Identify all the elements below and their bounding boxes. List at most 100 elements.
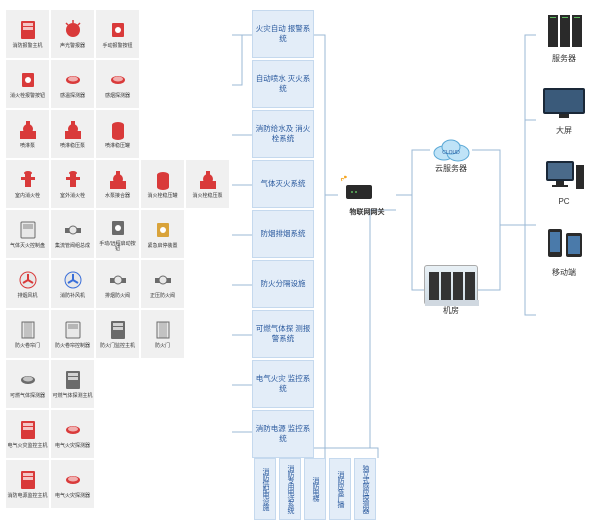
- device-icon: [153, 218, 173, 242]
- server-room: 机房: [424, 265, 478, 316]
- device-icon: [63, 218, 83, 242]
- device-label: 消火栓稳压罐: [147, 194, 177, 200]
- device-cell: 手动报警按钮: [96, 10, 139, 58]
- device-icon: [63, 168, 83, 192]
- device-icon: [63, 18, 83, 42]
- device-cell: 喷淋泵: [6, 110, 49, 158]
- device-label: 可燃气体探测器: [10, 394, 45, 400]
- device-cell: 水泵接合器: [96, 160, 139, 208]
- device-label: 集流管阀组总成: [55, 244, 90, 250]
- device-cell: 集流管阀组总成: [51, 210, 94, 258]
- device-icon: [18, 18, 38, 42]
- client-screen: 大屏: [536, 84, 592, 136]
- gateway-label: 物联网网关: [338, 207, 396, 217]
- device-label: 防火卷帘控制器: [55, 344, 90, 350]
- client-server: 服务器: [536, 12, 592, 64]
- device-icon: [153, 318, 173, 342]
- device-icon: [63, 468, 83, 492]
- device-label: 防火卷帘门: [15, 344, 40, 350]
- device-cell: 紧急启停装置: [141, 210, 184, 258]
- device-cell: 防火卷帘门: [6, 310, 49, 358]
- device-label: 消防报警主机: [12, 44, 42, 50]
- device-cell: 手动/远程启动按钮: [96, 210, 139, 258]
- device-cell: 电气火灾探测器: [51, 460, 94, 508]
- iot-gateway: 物联网网关: [338, 175, 396, 217]
- device-label: 水泵接合器: [105, 194, 130, 200]
- device-icon: [18, 218, 38, 242]
- device-label: 防火门: [155, 344, 170, 350]
- device-cell: 防火门监控主机: [96, 310, 139, 358]
- system-box: 防烟排烟系统: [252, 210, 314, 258]
- device-cell: 可燃气体探测器: [6, 360, 49, 408]
- device-cell: 电气火灾探测器: [51, 410, 94, 458]
- device-cell: 室外消火栓: [51, 160, 94, 208]
- device-cell: 气体灭火控制盘: [6, 210, 49, 258]
- device-label: 电气火灾探测器: [55, 444, 90, 450]
- bottom-system-box: 独立式感应探测器: [354, 458, 376, 520]
- client-label: 移动端: [536, 267, 592, 278]
- device-cell: 防火卷帘控制器: [51, 310, 94, 358]
- device-cell: 排烟风机: [6, 260, 49, 308]
- device-icon: [153, 168, 173, 192]
- pc-icon: [540, 156, 588, 194]
- device-icon: [63, 368, 83, 392]
- device-cell: 消火栓报警按钮: [6, 60, 49, 108]
- device-label: 感温探测器: [60, 94, 85, 100]
- system-box: 防火分隔设施: [252, 260, 314, 308]
- client-mobile: 移动端: [536, 226, 592, 278]
- device-cell: 电气火灾监控主机: [6, 410, 49, 458]
- device-label: 消防电源监控主机: [7, 494, 47, 500]
- device-cell: 消火栓稳压罐: [141, 160, 184, 208]
- device-icon: [18, 168, 38, 192]
- device-icon: [18, 468, 38, 492]
- device-label: 正压防火阀: [150, 294, 175, 300]
- device-icon: [63, 418, 83, 442]
- device-icon: [108, 268, 128, 292]
- device-label: 室内消火栓: [15, 194, 40, 200]
- device-label: 喷淋泵: [20, 144, 35, 150]
- system-box: 可燃气体探 测报警系统: [252, 310, 314, 358]
- systems-column: 火灾自动 报警系统自动喷水 灭火系统消防给水及 消火栓系统气体灭火系统防烟排烟系…: [252, 10, 314, 460]
- device-cell: 消防补风机: [51, 260, 94, 308]
- device-label: 消火栓报警按钮: [10, 94, 45, 100]
- device-label: 消防补风机: [60, 294, 85, 300]
- system-box: 消防电源 监控系统: [252, 410, 314, 458]
- device-cell: 排烟防火阀: [96, 260, 139, 308]
- system-box: 消防给水及 消火栓系统: [252, 110, 314, 158]
- device-icon: [108, 168, 128, 192]
- device-cell: 喷淋稳压罐: [96, 110, 139, 158]
- bottom-system-box: 消防专用电话系统: [279, 458, 301, 520]
- device-label: 可燃气体探测主机: [52, 394, 92, 400]
- device-label: 喷淋稳压罐: [105, 144, 130, 150]
- device-icon: [108, 18, 128, 42]
- cloud-server: CLOUD 云服务器: [430, 135, 472, 174]
- device-label: 紧急启停装置: [147, 244, 177, 250]
- device-cell: 室内消火栓: [6, 160, 49, 208]
- device-icon: [18, 268, 38, 292]
- system-box: 自动喷水 灭火系统: [252, 60, 314, 108]
- device-label: 手动报警按钮: [102, 44, 132, 50]
- device-label: 手动/远程启动按钮: [97, 242, 138, 253]
- device-cell: 感温探测器: [51, 60, 94, 108]
- device-label: 喷淋稳压泵: [60, 144, 85, 150]
- system-box: 火灾自动 报警系统: [252, 10, 314, 58]
- device-icon: [108, 216, 128, 240]
- bottom-system-box: 消防电梯: [304, 458, 326, 520]
- device-icon: [63, 118, 83, 142]
- device-cell: 消防电源监控主机: [6, 460, 49, 508]
- device-icon: [63, 68, 83, 92]
- device-icon: [63, 268, 83, 292]
- device-cell: 消火栓稳压泵: [186, 160, 229, 208]
- device-label: 排烟防火阀: [105, 294, 130, 300]
- device-cell: 声光警报器: [51, 10, 94, 58]
- device-label: 消火栓稳压泵: [192, 194, 222, 200]
- screen-icon: [540, 84, 588, 122]
- device-icon: [18, 118, 38, 142]
- device-icon: [18, 318, 38, 342]
- client-label: 服务器: [536, 53, 592, 64]
- device-label: 感烟探测器: [105, 94, 130, 100]
- server-icon: [540, 12, 588, 50]
- room-label: 机房: [424, 305, 478, 316]
- device-icon: [63, 318, 83, 342]
- system-box: 电气火灾 监控系统: [252, 360, 314, 408]
